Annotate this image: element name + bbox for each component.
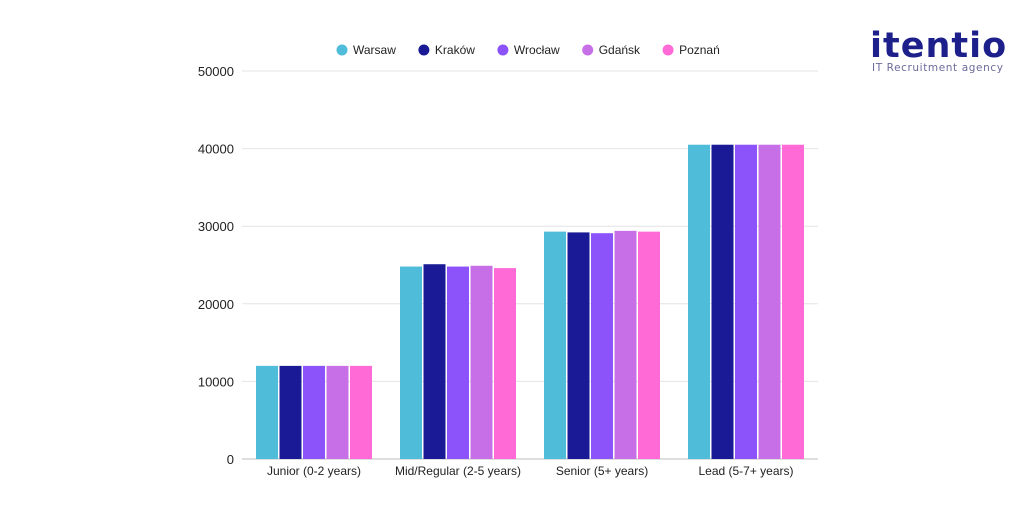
x-tick-label: Lead (5-7+ years) (698, 464, 793, 478)
bar (303, 365, 325, 459)
bar (447, 266, 469, 459)
legend-label: Wrocław (514, 43, 560, 57)
bar (614, 230, 637, 459)
logo-tagline: IT Recruitment agency (872, 62, 1004, 74)
bar (638, 231, 660, 459)
bar (350, 365, 372, 459)
legend-swatch (497, 44, 509, 56)
itentio-logo: itentio IT Recruitment agency (870, 26, 1007, 74)
x-tick-label: Junior (0-2 years) (267, 464, 361, 478)
y-tick-label: 20000 (198, 297, 234, 312)
bar (567, 232, 590, 459)
y-tick-label: 30000 (198, 219, 234, 234)
bar (470, 265, 493, 459)
legend-label: Warsaw (353, 43, 396, 57)
bar (688, 144, 710, 459)
legend-label: Kraków (435, 43, 475, 57)
bar (494, 268, 516, 459)
bar (758, 144, 781, 459)
legend-swatch (582, 44, 594, 56)
bar (591, 233, 613, 459)
legend-label: Poznań (679, 43, 720, 57)
bar (326, 365, 349, 459)
x-tick-label: Senior (5+ years) (556, 464, 648, 478)
bar (256, 365, 278, 459)
bar (782, 144, 804, 459)
x-tick-label: Mid/Regular (2-5 years) (395, 464, 521, 478)
legend-swatch (418, 44, 430, 56)
y-tick-label: 10000 (198, 374, 234, 389)
bar (711, 144, 734, 459)
bar (400, 266, 422, 459)
legend: Warsaw Kraków Wrocław Gdańsk Poznań (336, 43, 720, 57)
y-tick-label: 0 (227, 452, 234, 467)
legend-swatch (336, 44, 348, 56)
bar (279, 365, 302, 459)
bar (735, 144, 757, 459)
legend-label: Gdańsk (599, 43, 641, 57)
y-axis: 0 10000 20000 30000 40000 50000 (198, 64, 234, 467)
bar (423, 264, 446, 459)
x-axis: Junior (0-2 years) Mid/Regular (2-5 years… (267, 464, 794, 478)
logo-name: itentio (870, 26, 1007, 66)
y-tick-label: 40000 (198, 142, 234, 157)
bars (256, 144, 804, 459)
bar (544, 231, 566, 459)
legend-swatch (662, 44, 674, 56)
y-tick-label: 50000 (198, 64, 234, 79)
